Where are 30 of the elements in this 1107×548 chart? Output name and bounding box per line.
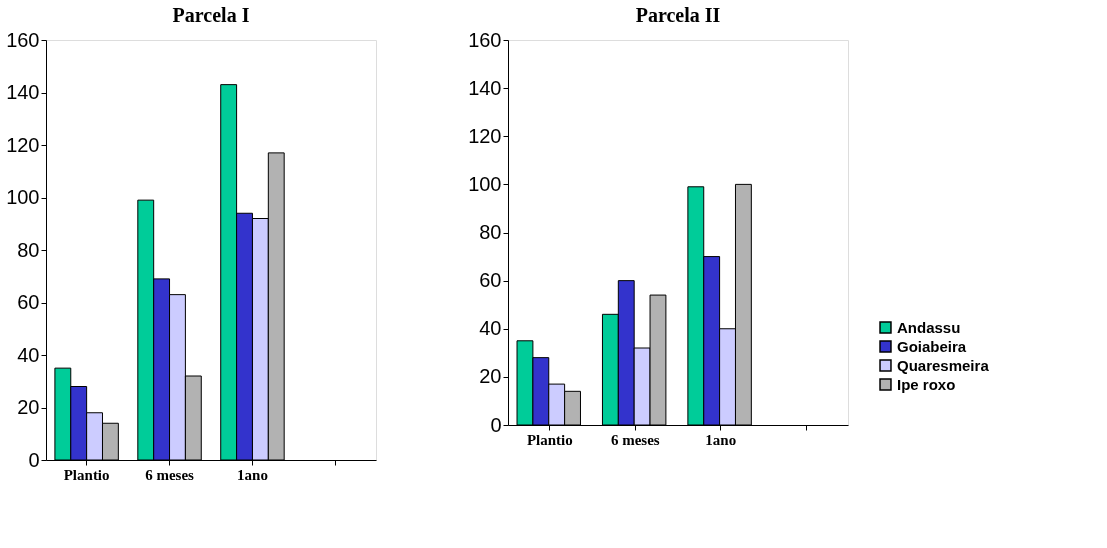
legend-label: Andassu <box>897 318 961 336</box>
y-tick-label: 20 <box>479 365 502 388</box>
x-tick-label: 1ano <box>237 466 268 483</box>
legend-label: Ipe roxo <box>897 375 956 393</box>
x-tick-label: 6 meses <box>145 466 195 483</box>
y-tick-label: 40 <box>479 317 502 340</box>
y-tick-label: 140 <box>468 76 502 99</box>
y-tick-label: 80 <box>479 221 502 243</box>
y-tick-label: 0 <box>28 448 40 471</box>
y-tick-label: 60 <box>17 291 40 313</box>
y-tick-label: 140 <box>6 81 40 103</box>
x-tick-label: 1ano <box>705 431 737 448</box>
y-tick-label: 80 <box>17 238 40 261</box>
x-tick-label: Plantio <box>63 466 110 483</box>
y-tick-label: 0 <box>490 413 502 436</box>
y-tick-label: 40 <box>17 343 40 366</box>
x-tick-label: Plantio <box>526 431 573 448</box>
y-tick-label: 100 <box>6 186 40 208</box>
legend-label: Goiabeira <box>897 337 967 355</box>
legend-label: Quaresmeira <box>897 356 990 374</box>
y-tick-label: 100 <box>468 172 502 195</box>
y-tick-label: 20 <box>17 396 40 418</box>
y-tick-label: 120 <box>6 133 40 156</box>
chart-title: Parcela II <box>635 4 721 26</box>
y-tick-label: 160 <box>468 28 502 51</box>
y-tick-label: 120 <box>468 124 502 147</box>
chart-title: Parcela I <box>172 4 250 26</box>
x-tick-label: 6 meses <box>610 431 660 448</box>
y-tick-label: 60 <box>479 269 502 292</box>
y-tick-label: 160 <box>6 28 40 51</box>
